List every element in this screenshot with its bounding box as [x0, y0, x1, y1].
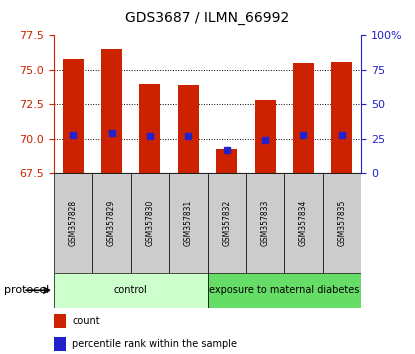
Text: protocol: protocol [4, 285, 49, 295]
Bar [208, 173, 246, 273]
Bar [93, 173, 131, 273]
Bar [169, 173, 208, 273]
Bar [323, 173, 361, 273]
Bar [246, 173, 284, 273]
Text: GSM357830: GSM357830 [145, 200, 154, 246]
Text: GSM357828: GSM357828 [68, 200, 78, 246]
Text: GSM357833: GSM357833 [261, 200, 270, 246]
Bar [63, 59, 84, 173]
Bar [254, 100, 276, 173]
Bar [216, 149, 237, 173]
Bar [293, 63, 314, 173]
Text: percentile rank within the sample: percentile rank within the sample [72, 339, 237, 349]
Text: GDS3687 / ILMN_66992: GDS3687 / ILMN_66992 [125, 11, 290, 25]
Bar [139, 84, 161, 173]
Bar [178, 85, 199, 173]
Text: GSM357831: GSM357831 [184, 200, 193, 246]
Bar [208, 273, 361, 308]
Bar [54, 337, 66, 351]
Text: GSM357835: GSM357835 [337, 200, 347, 246]
Bar [331, 62, 352, 173]
Text: GSM357834: GSM357834 [299, 200, 308, 246]
Text: control: control [114, 285, 148, 295]
Bar [54, 173, 92, 273]
Bar [101, 49, 122, 173]
Bar [54, 273, 208, 308]
Bar [54, 314, 66, 328]
Text: GSM357832: GSM357832 [222, 200, 231, 246]
Bar [284, 173, 323, 273]
Bar [131, 173, 169, 273]
Text: exposure to maternal diabetes: exposure to maternal diabetes [209, 285, 359, 295]
Text: count: count [72, 316, 100, 326]
Text: GSM357829: GSM357829 [107, 200, 116, 246]
